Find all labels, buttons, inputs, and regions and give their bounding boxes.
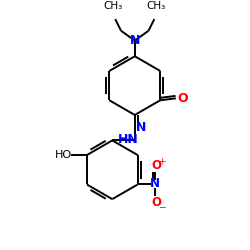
Text: O: O (151, 159, 161, 172)
Text: O: O (151, 196, 161, 208)
Text: +: + (158, 158, 166, 166)
Text: N: N (136, 121, 146, 134)
Text: N: N (150, 177, 160, 190)
Text: N: N (130, 34, 140, 47)
Text: HO: HO (55, 150, 72, 160)
Text: O: O (178, 92, 188, 105)
Text: −: − (158, 202, 166, 211)
Text: CH₃: CH₃ (104, 1, 123, 11)
Text: HN: HN (118, 133, 138, 146)
Text: CH₃: CH₃ (147, 1, 166, 11)
